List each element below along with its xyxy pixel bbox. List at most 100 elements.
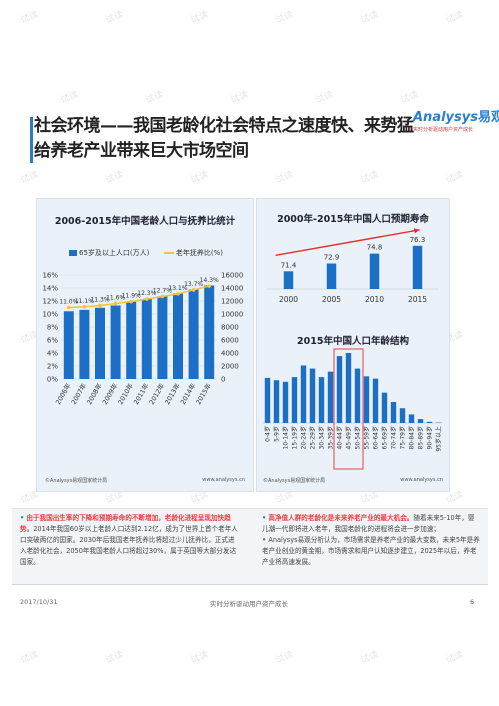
- dependency-ratio-point: [113, 301, 118, 306]
- dependency-ratio-point: [176, 292, 180, 296]
- x-tick-label: 2005: [322, 295, 341, 304]
- age-group-bar: [426, 421, 433, 423]
- watermark-text: 试读: [359, 170, 380, 186]
- x-tick-label: 20-24岁: [300, 426, 308, 449]
- age-structure-title: 2015年中国人口年龄结构: [297, 336, 409, 347]
- life-expectancy-bar: [412, 245, 423, 289]
- watermark-text: 试读: [229, 90, 250, 106]
- x-tick-label: 80-84岁: [408, 426, 416, 449]
- footer-slogan: 实时分析驱动用户资产成长: [210, 600, 288, 608]
- x-tick-label: 35-39岁: [327, 426, 335, 449]
- left-chart-legend: 65岁及以上人口(万人) 老年抚养比(%): [69, 248, 223, 258]
- age-group-bar: [336, 356, 343, 423]
- bullet-icon: •: [262, 514, 267, 522]
- dependency-ratio-label: 11.6%: [106, 295, 125, 302]
- population-bar: [204, 285, 215, 379]
- dependency-ratio-point: [98, 303, 102, 308]
- watermark-text: 试读: [104, 650, 125, 666]
- watermark-text: 试读: [359, 10, 380, 26]
- dependency-ratio-label: 11.3%: [90, 297, 109, 304]
- y-right-tick-label: 12000: [221, 298, 243, 306]
- watermark-text: 试读: [444, 170, 465, 186]
- life-expectancy-title: 2000年-2015年中国人口预期寿命: [277, 214, 429, 225]
- population-bar: [63, 311, 74, 379]
- age-group-bar: [372, 378, 379, 423]
- page-title-line1: 社会环境——我国老龄化社会特点之速度快、来势猛: [34, 116, 414, 136]
- logo-brand-cn: 易观: [477, 110, 499, 125]
- watermark-text: 试读: [19, 10, 40, 26]
- y-right-tick-label: 0: [221, 376, 225, 384]
- dependency-ratio-point: [160, 294, 165, 299]
- summary-right-item: • 高净值人群的老龄化是未来养老产业的最大机会。随着未来5-10年，婴儿潮一代即…: [262, 513, 480, 535]
- x-tick-label: 50-54岁: [354, 426, 362, 449]
- watermark-text: 试读: [59, 90, 80, 106]
- dependency-ratio-label: 11.0%: [59, 299, 78, 306]
- x-tick-label: 40-44岁: [336, 426, 344, 449]
- summary-left: • 由于我国出生率的下降和预期寿命的不断增加，老龄化进程呈现加快趋势。2014年…: [20, 513, 238, 568]
- dependency-ratio-point: [67, 305, 71, 310]
- x-tick-label: 65-69岁: [381, 426, 389, 449]
- summary-right-highlight: 高净值人群的老龄化是未来养老产业的最大机会。: [268, 514, 414, 522]
- age-group-bar: [309, 368, 316, 423]
- x-tick-label: 2010: [365, 295, 384, 304]
- y-left-tick-label: 10%: [42, 311, 58, 319]
- right-chart-source: ©Analysys易观国家统计局: [263, 478, 326, 484]
- watermark-text: 试读: [359, 650, 380, 666]
- x-tick-label: 2015年: [194, 381, 214, 406]
- population-bar: [95, 307, 105, 379]
- age-group-bar: [390, 402, 397, 423]
- y-right-tick-label: 14000: [221, 285, 243, 293]
- life-expectancy-bar: [369, 253, 380, 289]
- dependency-ratio-label: 13.1%: [168, 285, 187, 292]
- y-left-tick-label: 6%: [47, 337, 58, 345]
- bullet-icon: •: [20, 514, 25, 522]
- watermark-text: 试读: [19, 650, 40, 666]
- page-number: 6: [470, 598, 475, 606]
- life-expectancy-bar: [283, 271, 294, 289]
- y-right-tick-label: 6000: [221, 337, 239, 345]
- x-tick-label: 90-94岁: [426, 426, 434, 449]
- legend-line-swatch: [163, 252, 174, 254]
- logo-slogan: 实时分析驱动用户资产成长: [413, 127, 474, 133]
- dependency-ratio-point: [82, 305, 87, 309]
- age-structure-chart: 0-4岁 5-9岁 10-14岁 15-19岁 20-24岁 25-29岁 30-34岁 35…: [263, 348, 443, 470]
- watermark-text: 试读: [189, 650, 210, 666]
- age-group-bar: [300, 365, 307, 423]
- dependency-ratio-label: 12.3%: [137, 290, 156, 297]
- dependency-ratio-label: 12.7%: [153, 287, 172, 294]
- footer-divider: [12, 584, 488, 585]
- left-chart-source: ©Analysys易观国家统计局: [45, 478, 108, 484]
- population-bar: [79, 309, 90, 379]
- x-tick-label: 45-49岁: [345, 426, 353, 449]
- x-tick-label: 15-19岁: [291, 426, 299, 449]
- page-title-line2: 给养老产业带来巨大市场空间: [34, 141, 249, 161]
- age-group-bar: [363, 376, 370, 423]
- life-expectancy-label: 74.8: [367, 244, 383, 252]
- population-bar: [126, 301, 137, 379]
- x-tick-label: 10-14岁: [282, 426, 290, 449]
- age-group-bar: [345, 353, 352, 423]
- population-bar: [188, 289, 199, 379]
- y-left-tick-label: 4%: [47, 350, 58, 358]
- logo-brand: Analysys易观: [413, 106, 499, 125]
- age-group-bar: [273, 380, 280, 423]
- dependency-ratio-point: [207, 284, 211, 288]
- watermark-text: 试读: [104, 10, 125, 26]
- watermark-text: 试读: [274, 170, 295, 186]
- y-right-tick-label: 4000: [221, 350, 239, 358]
- summary-left-highlight: 由于我国出生率的下降和预期寿命的不断增加，老龄化进程呈现加快趋势。: [20, 514, 231, 533]
- x-tick-label: 70-74岁: [390, 426, 398, 449]
- highlight-box: [333, 348, 364, 470]
- y-right-tick-label: 16000: [221, 272, 243, 280]
- logo-brand-prefix: Analysys: [413, 110, 478, 125]
- page-title: 社会环境——我国老龄化社会特点之速度快、来势猛 给养老产业带来巨大市场空间: [34, 114, 414, 164]
- watermark-text: 试读: [399, 90, 420, 106]
- age-group-bar: [291, 377, 298, 423]
- watermark-text: 试读: [274, 650, 295, 666]
- x-tick-label: 0-4岁: [264, 426, 272, 442]
- y-left-tick-label: 2%: [47, 363, 58, 371]
- life-expectancy-label: 71.4: [281, 261, 297, 269]
- left-chart-site: www.analysys.cn: [202, 477, 245, 483]
- trend-arrow-head: [413, 228, 420, 234]
- y-right-tick-label: 8000: [221, 324, 239, 332]
